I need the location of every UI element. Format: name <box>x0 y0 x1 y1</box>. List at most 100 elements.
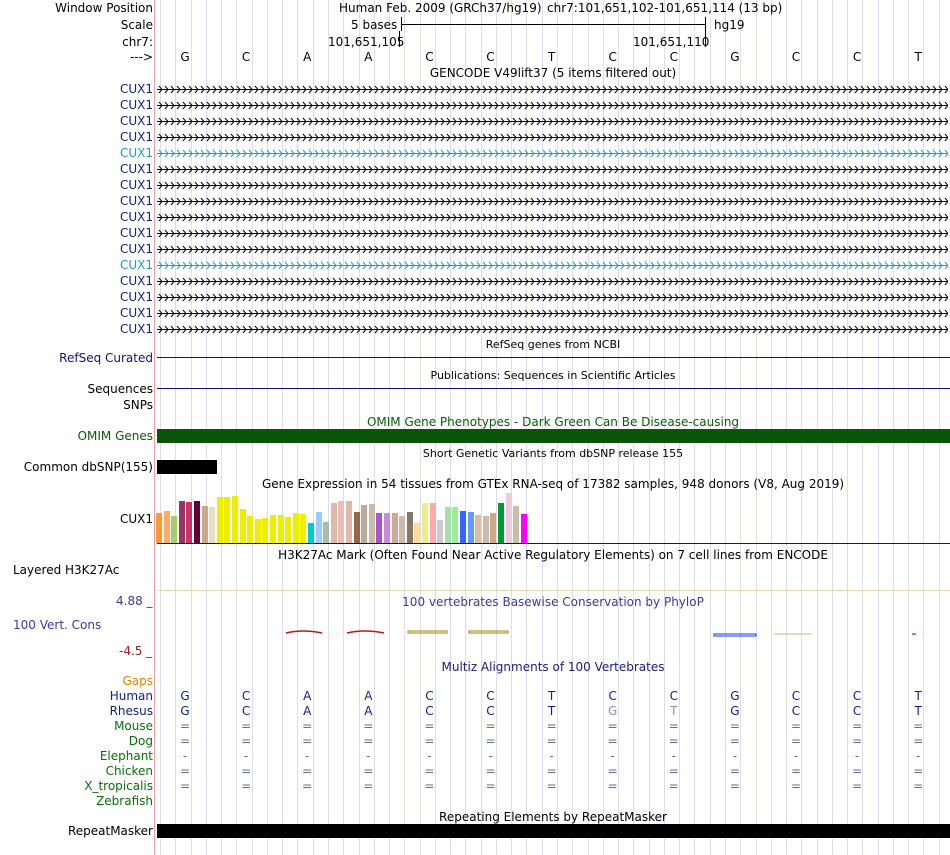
multiz-species-label[interactable]: X_tropicalis <box>84 779 153 793</box>
gtex-tissue-bar[interactable] <box>323 522 330 543</box>
multiz-species-label[interactable]: Human <box>109 689 153 703</box>
gtex-tissue-bar[interactable] <box>361 505 368 543</box>
gencode-gene-bar[interactable] <box>157 181 948 190</box>
gtex-tissue-bar[interactable] <box>186 502 193 543</box>
gencode-gene-bar[interactable] <box>157 149 948 158</box>
gtex-tissue-bar[interactable] <box>247 516 254 543</box>
gtex-tissue-bar[interactable] <box>490 513 497 543</box>
gencode-gene-bar[interactable] <box>157 213 948 222</box>
dbsnp-variant-bar[interactable] <box>157 460 217 474</box>
refseq-line[interactable] <box>157 357 950 358</box>
phylop-title[interactable]: 100 vertebrates Basewise Conservation by… <box>402 595 704 609</box>
gtex-tissue-bar[interactable] <box>171 516 178 543</box>
gtex-tissue-bar[interactable] <box>346 501 352 543</box>
refseq-label[interactable]: RefSeq Curated <box>59 351 153 365</box>
gtex-tissue-bar[interactable] <box>444 507 451 543</box>
gencode-gene-label[interactable]: CUX1 <box>119 178 153 192</box>
multiz-species-label[interactable]: Elephant <box>99 749 153 763</box>
strand-arrow-label[interactable]: ---> <box>129 50 153 64</box>
multiz-species-label[interactable]: Mouse <box>114 719 153 733</box>
gtex-tissue-bar[interactable] <box>368 504 375 543</box>
gtex-tissue-bar[interactable] <box>437 520 444 543</box>
omim-phenotype-bar[interactable] <box>157 429 950 443</box>
gencode-gene-label[interactable]: CUX1 <box>119 242 153 256</box>
refseq-title[interactable]: RefSeq genes from NCBI <box>485 338 621 351</box>
gtex-label[interactable]: CUX1 <box>119 512 153 526</box>
gtex-tissue-bar[interactable] <box>292 513 299 543</box>
publications-title[interactable]: Publications: Sequences in Scientific Ar… <box>430 369 676 382</box>
gencode-gene-label[interactable]: CUX1 <box>119 146 153 160</box>
gencode-gene-label[interactable]: CUX1 <box>119 194 153 208</box>
multiz-species-label[interactable]: Chicken <box>105 764 153 778</box>
gencode-gene-bar[interactable] <box>157 85 948 94</box>
gtex-tissue-bar[interactable] <box>201 506 208 543</box>
gencode-gene-bar[interactable] <box>157 293 948 302</box>
gencode-gene-bar[interactable] <box>157 117 948 126</box>
h3k27ac-title[interactable]: H3K27Ac Mark (Often Found Near Active Re… <box>278 548 828 562</box>
gtex-tissue-bar[interactable] <box>422 503 428 543</box>
gencode-gene-label[interactable]: CUX1 <box>119 162 153 176</box>
gtex-tissue-bar[interactable] <box>156 513 162 543</box>
gencode-gene-bar[interactable] <box>157 101 948 110</box>
gtex-tissue-bar[interactable] <box>475 515 482 543</box>
gtex-tissue-bar[interactable] <box>308 523 314 543</box>
gtex-tissue-bar[interactable] <box>262 518 269 543</box>
gtex-tissue-bar[interactable] <box>330 503 337 543</box>
gtex-title[interactable]: Gene Expression in 54 tissues from GTEx … <box>261 477 845 491</box>
phylop-label[interactable]: 100 Vert. Cons <box>13 618 102 632</box>
repeatmasker-bar[interactable] <box>157 824 950 838</box>
gtex-tissue-bar[interactable] <box>513 506 520 543</box>
gtex-tissue-bar[interactable] <box>505 493 512 543</box>
gencode-gene-bar[interactable] <box>157 261 948 270</box>
multiz-species-label[interactable]: Rhesus <box>109 704 153 718</box>
gtex-tissue-bar[interactable] <box>452 507 459 543</box>
gtex-tissue-bar[interactable] <box>353 512 360 543</box>
gencode-gene-bar[interactable] <box>157 325 948 334</box>
gtex-chart[interactable] <box>156 492 950 544</box>
repeatmasker-title[interactable]: Repeating Elements by RepeatMasker <box>439 810 667 824</box>
gencode-gene-label[interactable]: CUX1 <box>119 226 153 240</box>
gencode-gene-bar[interactable] <box>157 277 948 286</box>
gencode-gene-label[interactable]: CUX1 <box>119 258 153 272</box>
gtex-tissue-bar[interactable] <box>498 503 504 543</box>
gencode-gene-label[interactable]: CUX1 <box>119 290 153 304</box>
gtex-tissue-bar[interactable] <box>300 514 307 543</box>
multiz-species-label[interactable]: Dog <box>128 734 153 748</box>
gencode-gene-label[interactable]: CUX1 <box>119 210 153 224</box>
omim-title[interactable]: OMIM Gene Phenotypes - Dark Green Can Be… <box>366 415 740 429</box>
gtex-tissue-bar[interactable] <box>178 501 185 543</box>
gencode-title[interactable]: GENCODE V49lift37 (5 items filtered out) <box>429 66 677 80</box>
gtex-tissue-bar[interactable] <box>338 501 345 543</box>
gencode-gene-label[interactable]: CUX1 <box>119 274 153 288</box>
gtex-tissue-bar[interactable] <box>163 511 170 543</box>
gtex-tissue-bar[interactable] <box>467 512 474 543</box>
gtex-tissue-bar[interactable] <box>224 497 231 543</box>
gtex-tissue-bar[interactable] <box>414 523 421 543</box>
gencode-gene-bar[interactable] <box>157 309 948 318</box>
omim-label[interactable]: OMIM Genes <box>77 429 153 443</box>
gtex-tissue-bar[interactable] <box>239 509 246 543</box>
snps-label[interactable]: SNPs <box>123 398 153 412</box>
dbsnp-title[interactable]: Short Genetic Variants from dbSNP releas… <box>422 447 684 460</box>
gencode-gene-label[interactable]: CUX1 <box>119 114 153 128</box>
gencode-gene-bar[interactable] <box>157 245 948 254</box>
publications-label[interactable]: Sequences <box>87 382 153 396</box>
dbsnp-label[interactable]: Common dbSNP(155) <box>23 460 153 474</box>
gtex-tissue-bar[interactable] <box>482 516 489 543</box>
gencode-gene-label[interactable]: CUX1 <box>119 98 153 112</box>
gtex-tissue-bar[interactable] <box>270 515 276 543</box>
gencode-gene-bar[interactable] <box>157 197 948 206</box>
gtex-tissue-bar[interactable] <box>285 517 292 543</box>
publications-line[interactable] <box>157 388 950 389</box>
gencode-gene-label[interactable]: CUX1 <box>119 130 153 144</box>
gtex-tissue-bar[interactable] <box>277 515 284 543</box>
gencode-gene-label[interactable]: CUX1 <box>119 322 153 336</box>
gtex-tissue-bar[interactable] <box>384 513 390 543</box>
gtex-tissue-bar[interactable] <box>232 496 238 543</box>
gtex-tissue-bar[interactable] <box>376 513 383 543</box>
multiz-title[interactable]: Multiz Alignments of 100 Vertebrates <box>441 660 665 674</box>
gtex-tissue-bar[interactable] <box>520 514 527 543</box>
gencode-gene-bar[interactable] <box>157 133 948 142</box>
multiz-species-label[interactable]: Zebrafish <box>96 794 153 808</box>
gtex-tissue-bar[interactable] <box>254 519 261 543</box>
